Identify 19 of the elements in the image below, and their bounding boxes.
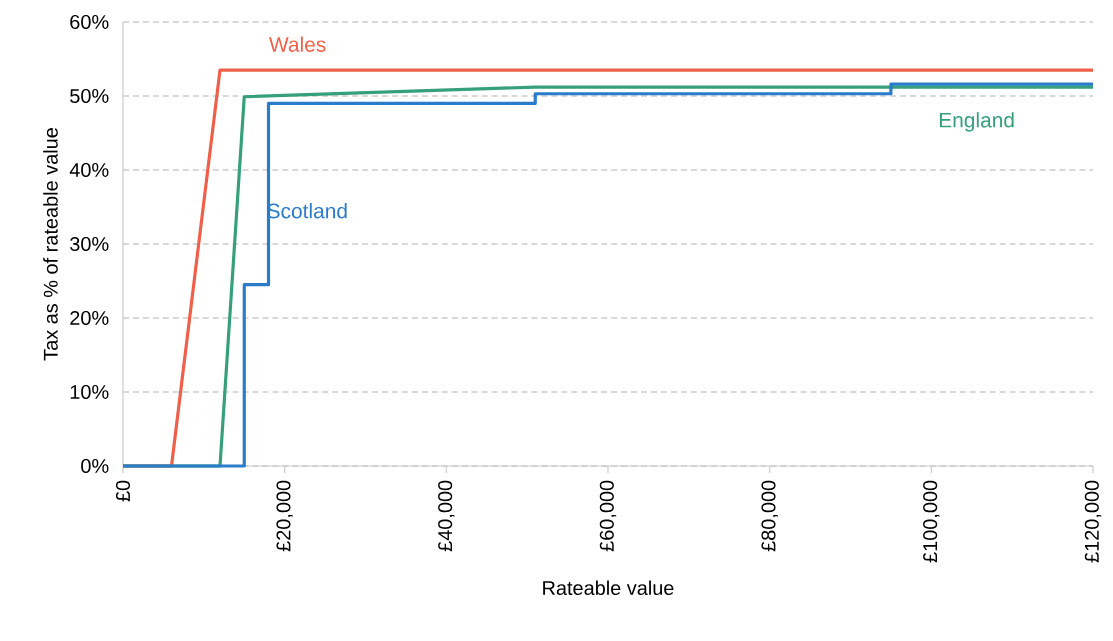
y-tick-label: 50% (70, 88, 109, 104)
x-tick-label: £120,000 (1084, 480, 1102, 563)
y-tick-label: 30% (70, 236, 109, 252)
y-tick-label: 20% (70, 310, 109, 326)
y-axis-title: Tax as % of rateable value (43, 128, 58, 361)
y-tick-label: 10% (70, 384, 109, 400)
x-axis-title: Rateable value (543, 580, 674, 596)
x-tick-label: £0 (115, 480, 131, 502)
y-tick-label: 0% (81, 458, 109, 474)
series-label: England (939, 112, 1014, 132)
y-tick-label: 40% (69, 162, 109, 178)
x-tick-label: £80,000 (761, 480, 778, 552)
x-tick-label: £40,000 (438, 480, 455, 552)
y-tick-label: 60% (70, 14, 109, 30)
x-tick-label: £60,000 (599, 480, 617, 552)
series-label: Wales (269, 36, 326, 52)
x-tick-label: £100,000 (923, 480, 940, 563)
x-tick-label: £20,000 (276, 480, 293, 552)
series-label: Scotland (267, 203, 347, 219)
